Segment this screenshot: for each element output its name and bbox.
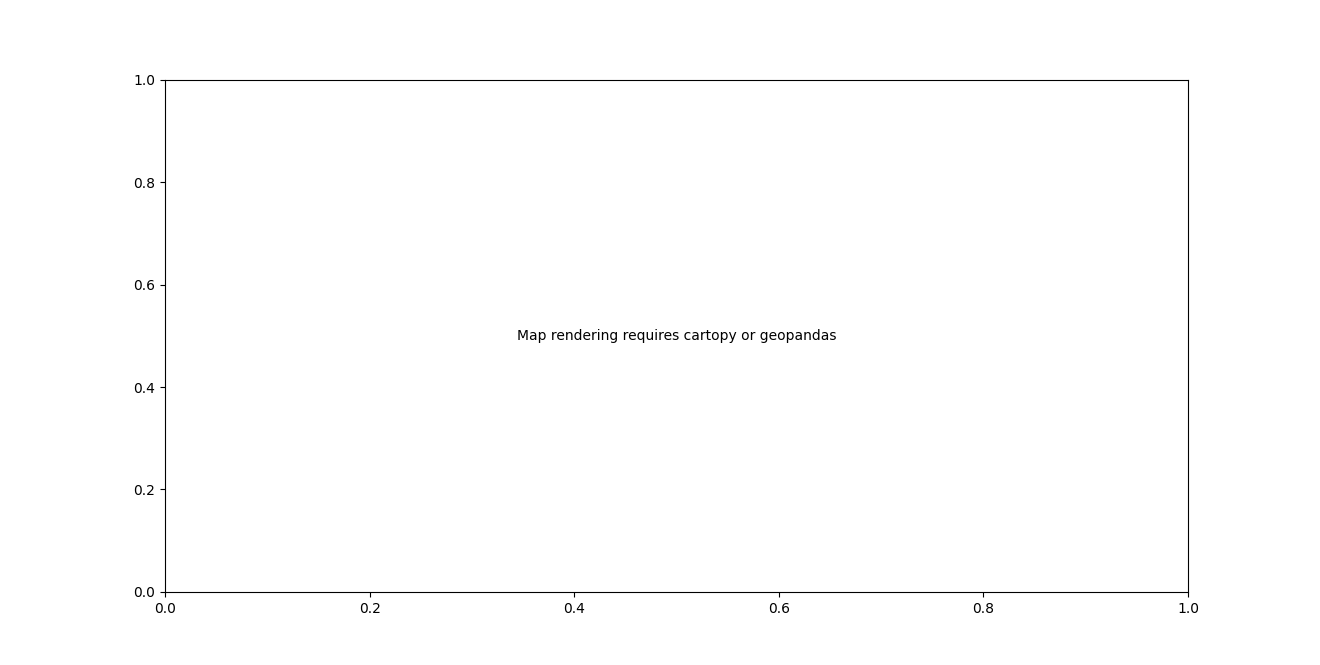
Text: Map rendering requires cartopy or geopandas: Map rendering requires cartopy or geopan… [516, 329, 837, 343]
